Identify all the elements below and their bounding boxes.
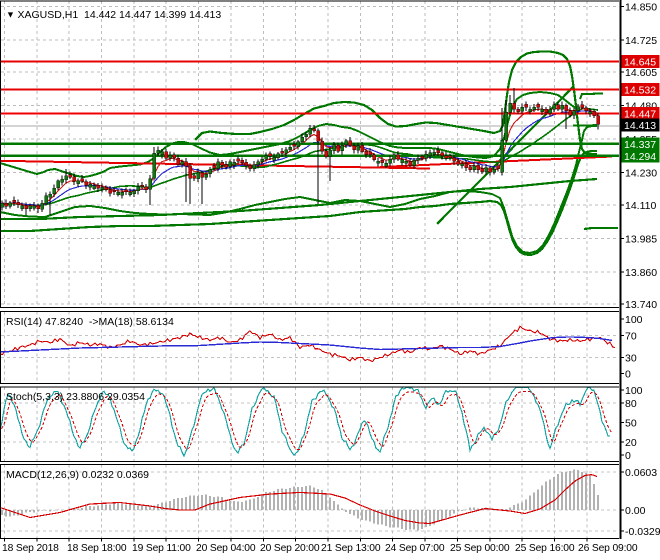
- svg-text:14.294: 14.294: [624, 151, 656, 163]
- svg-text:18 Sep 18:00: 18 Sep 18:00: [67, 543, 127, 554]
- svg-text:13.985: 13.985: [625, 233, 657, 245]
- svg-text:70: 70: [625, 330, 637, 342]
- svg-text:14.337: 14.337: [624, 139, 656, 151]
- svg-text:20: 20: [625, 437, 637, 449]
- svg-text:21 Sep 13:00: 21 Sep 13:00: [321, 543, 381, 554]
- svg-text:14.645: 14.645: [624, 57, 656, 69]
- svg-text:20 Sep 20:00: 20 Sep 20:00: [260, 543, 320, 554]
- svg-text:100: 100: [625, 314, 643, 326]
- svg-text:25 Sep 00:00: 25 Sep 00:00: [450, 543, 510, 554]
- svg-text:▼: ▼: [6, 10, 15, 20]
- svg-text:RSI(14) 47.8240 ->MA(18) 58.6: RSI(14) 47.8240 ->MA(18) 58.6134: [6, 316, 174, 328]
- svg-text:XAGUSD,H1 14.442 14.447 14.39: XAGUSD,H1 14.442 14.447 14.399 14.413: [18, 9, 222, 21]
- svg-text:14.447: 14.447: [624, 109, 656, 121]
- svg-text:14.532: 14.532: [624, 85, 656, 97]
- svg-text:18 Sep 2018: 18 Sep 2018: [2, 543, 59, 554]
- svg-text:20 Sep 04:00: 20 Sep 04:00: [196, 543, 256, 554]
- svg-text:14.850: 14.850: [625, 2, 657, 14]
- svg-text:Stoch(5,3,3) 23.8806 29.0354: Stoch(5,3,3) 23.8806 29.0354: [6, 391, 145, 403]
- svg-text:MACD(12,26,9) 0.0232 0.0369: MACD(12,26,9) 0.0232 0.0369: [6, 469, 149, 481]
- svg-text:0.00: 0.00: [625, 505, 646, 517]
- svg-text:26 Sep 09:00: 26 Sep 09:00: [578, 543, 638, 554]
- svg-text:0: 0: [625, 368, 631, 380]
- svg-text:13.740: 13.740: [625, 299, 657, 311]
- svg-text:30: 30: [625, 353, 637, 365]
- svg-text:25 Sep 16:00: 25 Sep 16:00: [515, 543, 575, 554]
- svg-text:80: 80: [625, 398, 637, 410]
- svg-text:50: 50: [625, 418, 637, 430]
- svg-text:14.110: 14.110: [625, 200, 656, 212]
- svg-text:100: 100: [625, 385, 643, 397]
- svg-text:14.605: 14.605: [625, 67, 657, 79]
- svg-text:13.860: 13.860: [625, 267, 657, 279]
- svg-text:14.413: 14.413: [624, 120, 656, 132]
- svg-text:0: 0: [625, 450, 631, 462]
- svg-text:14.725: 14.725: [625, 35, 657, 47]
- svg-text:19 Sep 11:00: 19 Sep 11:00: [132, 543, 191, 554]
- svg-text:24 Sep 07:00: 24 Sep 07:00: [385, 543, 445, 554]
- svg-text:0.0603: 0.0603: [625, 467, 657, 479]
- svg-text:14.230: 14.230: [625, 168, 657, 180]
- svg-text:-0.0329: -0.0329: [625, 526, 660, 538]
